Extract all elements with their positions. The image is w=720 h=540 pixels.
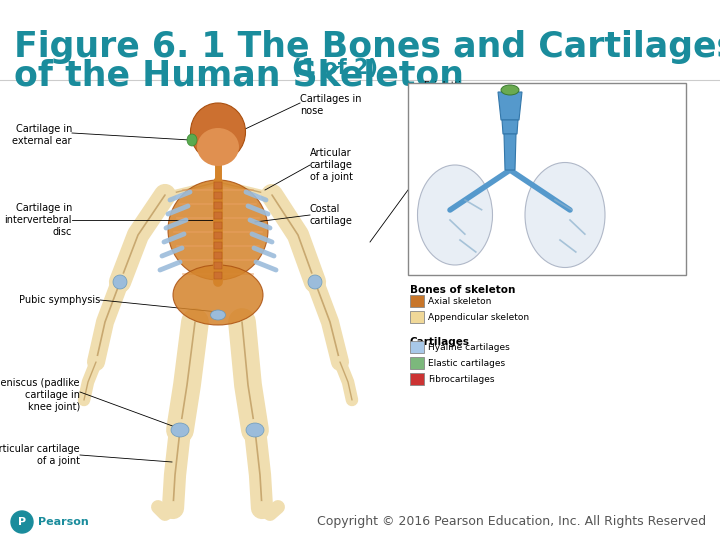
Text: Cricoid
cartilage: Cricoid cartilage	[418, 117, 458, 137]
Text: Cartilage in
intervertebral
disc: Cartilage in intervertebral disc	[4, 204, 72, 237]
Bar	[214, 242, 222, 249]
Text: Costal
cartilage: Costal cartilage	[310, 204, 353, 226]
Text: Larynx: Larynx	[650, 96, 681, 105]
Ellipse shape	[113, 275, 127, 289]
Text: Copyright © 2016 Pearson Education, Inc. All Rights Reserved: Copyright © 2016 Pearson Education, Inc.…	[317, 516, 706, 529]
Ellipse shape	[525, 163, 605, 267]
Polygon shape	[504, 134, 516, 170]
Ellipse shape	[197, 128, 239, 166]
Text: Thyroid
cartilage: Thyroid cartilage	[418, 97, 458, 117]
Ellipse shape	[187, 134, 197, 146]
Bar	[214, 192, 222, 199]
Text: Meniscus (padlike
cartilage in
knee joint): Meniscus (padlike cartilage in knee join…	[0, 379, 80, 411]
Bar	[410, 295, 424, 307]
Ellipse shape	[246, 423, 264, 437]
Text: P: P	[18, 517, 26, 527]
Text: of the Human Skeleton: of the Human Skeleton	[14, 58, 464, 92]
Bar	[410, 357, 424, 369]
Bar	[410, 311, 424, 323]
Text: Hyaline cartilages: Hyaline cartilages	[428, 342, 510, 352]
Ellipse shape	[308, 275, 322, 289]
Text: Cartilages in
nose: Cartilages in nose	[300, 94, 361, 116]
Text: Lung: Lung	[659, 158, 681, 166]
Bar	[410, 341, 424, 353]
Bar	[214, 272, 222, 279]
Polygon shape	[502, 120, 518, 134]
Ellipse shape	[501, 85, 519, 95]
Text: Pubic symphysis: Pubic symphysis	[19, 295, 100, 305]
Bar	[214, 252, 222, 259]
Ellipse shape	[191, 103, 246, 161]
Text: Articular
cartilage
of a joint: Articular cartilage of a joint	[310, 148, 353, 181]
Text: Axial skeleton: Axial skeleton	[428, 296, 491, 306]
Ellipse shape	[171, 423, 189, 437]
Text: Respiratory
tube cartilages
in neck and thorax: Respiratory tube cartilages in neck and …	[472, 231, 557, 261]
Text: Epiglottis: Epiglottis	[423, 82, 465, 91]
Ellipse shape	[418, 165, 492, 265]
Bar	[410, 373, 424, 385]
Text: Articular cartilage
of a joint: Articular cartilage of a joint	[0, 444, 80, 466]
Ellipse shape	[168, 180, 268, 280]
Bar	[214, 212, 222, 219]
Text: Elastic cartilages: Elastic cartilages	[428, 359, 505, 368]
Text: Appendicular skeleton: Appendicular skeleton	[428, 313, 529, 321]
Bar	[408, 83, 686, 275]
Ellipse shape	[173, 265, 263, 325]
Text: Pearson: Pearson	[38, 517, 89, 527]
Ellipse shape	[210, 310, 225, 320]
Bar	[214, 222, 222, 229]
Bar	[214, 202, 222, 209]
Bar	[214, 262, 222, 269]
Bar	[214, 232, 222, 239]
Text: (1 of 2): (1 of 2)	[292, 58, 378, 78]
Bar	[214, 182, 222, 189]
Text: Fibrocartilages: Fibrocartilages	[428, 375, 495, 383]
Polygon shape	[498, 92, 522, 120]
Circle shape	[11, 511, 33, 533]
Text: Cartilages: Cartilages	[410, 337, 470, 347]
Text: Trachea: Trachea	[646, 140, 681, 150]
Text: Figure 6. 1 The Bones and Cartilages: Figure 6. 1 The Bones and Cartilages	[14, 30, 720, 64]
Text: Cartilage in
external ear: Cartilage in external ear	[12, 124, 72, 146]
Text: Bones of skeleton: Bones of skeleton	[410, 285, 516, 295]
